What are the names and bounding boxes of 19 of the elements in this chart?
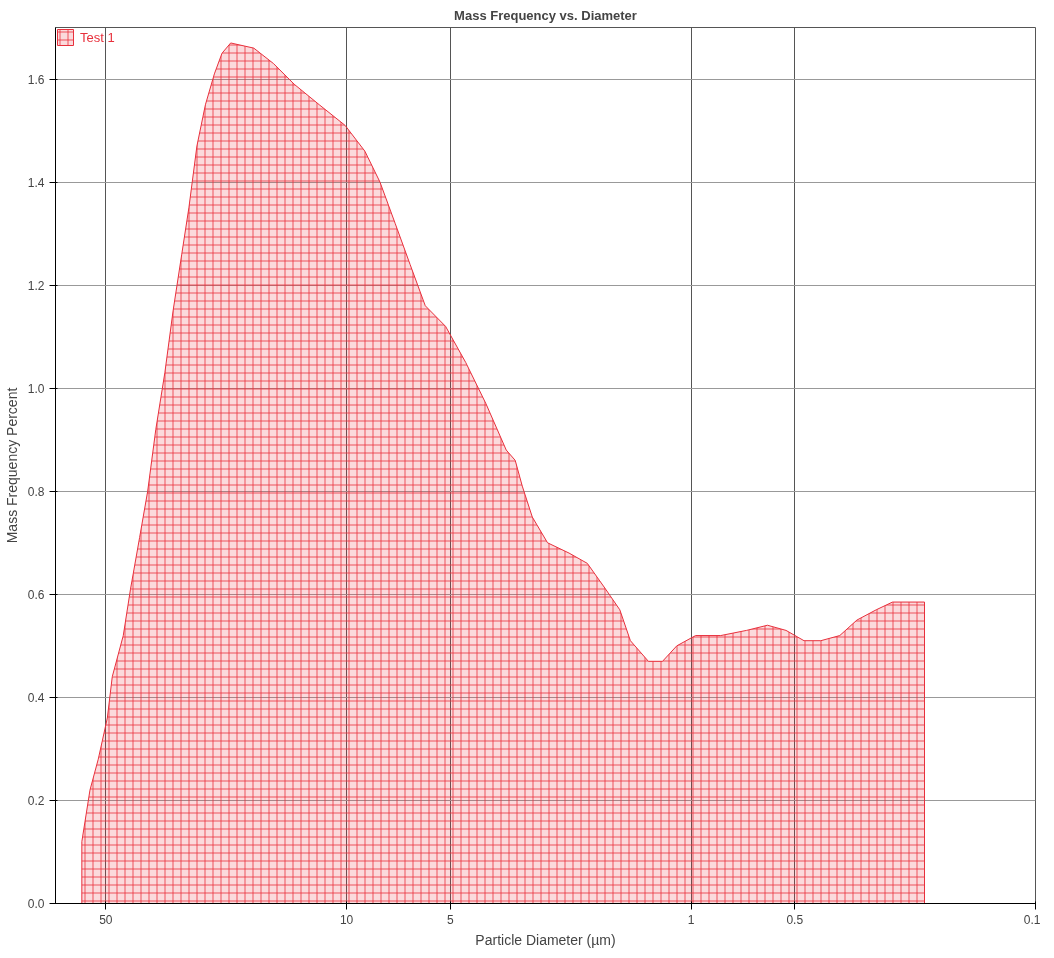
x-tick-label: 0.1 [1023, 912, 1041, 927]
x-tick-label: 10 [339, 912, 354, 927]
x-tick-label: 50 [99, 912, 113, 927]
x-tick-label: 1 [687, 912, 695, 927]
y-tick-label: 0.0 [27, 897, 45, 911]
y-tick-label: 1.0 [27, 381, 45, 396]
y-tick-label: 1.4 [27, 175, 45, 190]
x-tick-label: 0.5 [786, 912, 804, 927]
x-tick-label: 5 [446, 912, 454, 927]
y-tick-label: 0.4 [27, 690, 45, 705]
y-tick-label: 1.2 [27, 278, 45, 293]
y-tick-label: 0.8 [27, 484, 45, 499]
y-tick-label: 0.6 [27, 587, 45, 602]
y-tick-label: 0.2 [27, 793, 45, 808]
y-tick-label: 1.6 [27, 72, 45, 87]
y-axis-title: Mass Frequency Percent [3, 387, 20, 544]
x-axis-title: Particle Diameter (µm) [475, 931, 616, 948]
legend-label: Test 1 [80, 29, 115, 45]
chart-title: Mass Frequency vs. Diameter [454, 7, 637, 23]
